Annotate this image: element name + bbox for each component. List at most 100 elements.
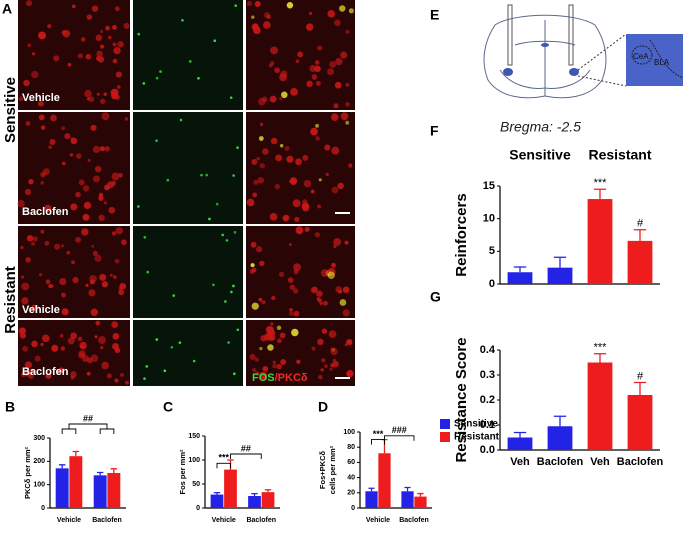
significance: *** <box>594 177 608 189</box>
cell <box>294 216 300 223</box>
cell <box>292 199 301 208</box>
cell <box>62 161 66 166</box>
cell <box>233 231 237 234</box>
cell <box>114 6 120 12</box>
cell <box>348 163 353 168</box>
cell <box>60 244 64 248</box>
row-label: Baclofen <box>22 366 69 378</box>
cell <box>121 239 127 245</box>
cell <box>61 126 66 131</box>
cell <box>303 179 312 188</box>
bar <box>55 468 69 508</box>
cell <box>25 257 31 263</box>
cell <box>31 340 38 348</box>
y-tick-label: 40 <box>347 474 355 481</box>
cell <box>330 363 335 368</box>
panel-letter: D <box>318 399 328 415</box>
cell <box>21 275 25 279</box>
cell <box>314 60 320 65</box>
cell <box>18 96 24 101</box>
cell <box>50 114 57 122</box>
error-bar <box>417 492 424 497</box>
y-tick-label: 0 <box>41 505 45 512</box>
cell <box>232 284 235 288</box>
significance: # <box>637 218 644 230</box>
cell <box>331 146 340 155</box>
cell <box>118 289 125 296</box>
cell <box>320 368 324 372</box>
y-tick-label: 150 <box>188 433 200 440</box>
bar <box>210 494 224 508</box>
y-tick-label: 0.1 <box>480 419 495 431</box>
cell <box>321 358 326 363</box>
cell <box>262 148 269 155</box>
error-bar <box>96 471 104 476</box>
cell <box>124 117 129 121</box>
cell <box>54 243 61 250</box>
cell <box>227 341 230 344</box>
x-tick-label: Baclofen <box>399 517 429 524</box>
cell <box>98 195 104 201</box>
y-tick-label: 0.0 <box>480 444 495 456</box>
cell <box>75 191 81 198</box>
cell <box>234 4 238 7</box>
cell <box>289 308 293 312</box>
cell <box>316 290 323 297</box>
cell <box>94 165 102 173</box>
error-bar <box>251 492 258 496</box>
cell <box>86 14 93 20</box>
bar <box>401 491 414 508</box>
cell <box>311 74 318 80</box>
cell <box>67 337 75 345</box>
bar <box>107 473 121 508</box>
cell <box>19 332 26 339</box>
bar <box>93 475 107 508</box>
cell <box>78 179 85 186</box>
cell <box>289 311 294 316</box>
cell <box>24 361 33 369</box>
cell <box>342 309 350 317</box>
cell <box>259 346 263 351</box>
cell <box>112 25 117 30</box>
cell <box>48 145 52 149</box>
cell <box>305 23 314 31</box>
x-tick-label: Baclofen <box>246 517 276 524</box>
bracket <box>371 439 385 445</box>
target <box>503 68 513 76</box>
brain-diagram <box>483 4 607 99</box>
cell <box>166 178 170 182</box>
cell <box>271 295 276 301</box>
cell <box>113 46 121 55</box>
cell <box>44 240 50 246</box>
cell <box>94 254 102 262</box>
cell <box>337 182 344 190</box>
bar <box>378 453 391 508</box>
y-tick-label: 50 <box>192 481 200 488</box>
micrograph <box>133 320 243 386</box>
cell <box>25 121 31 126</box>
cell <box>262 365 269 372</box>
bar <box>365 491 378 508</box>
cell <box>70 375 75 380</box>
cell <box>96 50 103 58</box>
cell <box>258 297 263 302</box>
y-tick-label: 60 <box>347 459 355 466</box>
error-bar <box>110 468 118 473</box>
cell <box>49 138 56 146</box>
cell <box>297 230 303 235</box>
cell <box>28 236 32 240</box>
cell <box>279 332 286 339</box>
y-tick-label: 200 <box>33 458 45 465</box>
cell <box>20 245 24 250</box>
cell <box>340 112 349 121</box>
cell <box>344 343 348 347</box>
bar <box>69 456 83 508</box>
error-bar <box>58 464 66 469</box>
cell <box>53 55 60 62</box>
significance: ## <box>83 413 93 423</box>
cell <box>215 202 219 206</box>
cell <box>310 286 318 294</box>
panel-letter: B <box>5 399 15 415</box>
cell <box>82 185 90 192</box>
cell <box>314 232 321 238</box>
